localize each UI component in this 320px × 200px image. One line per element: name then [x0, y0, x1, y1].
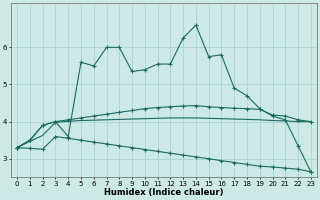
X-axis label: Humidex (Indice chaleur): Humidex (Indice chaleur) — [104, 188, 224, 197]
